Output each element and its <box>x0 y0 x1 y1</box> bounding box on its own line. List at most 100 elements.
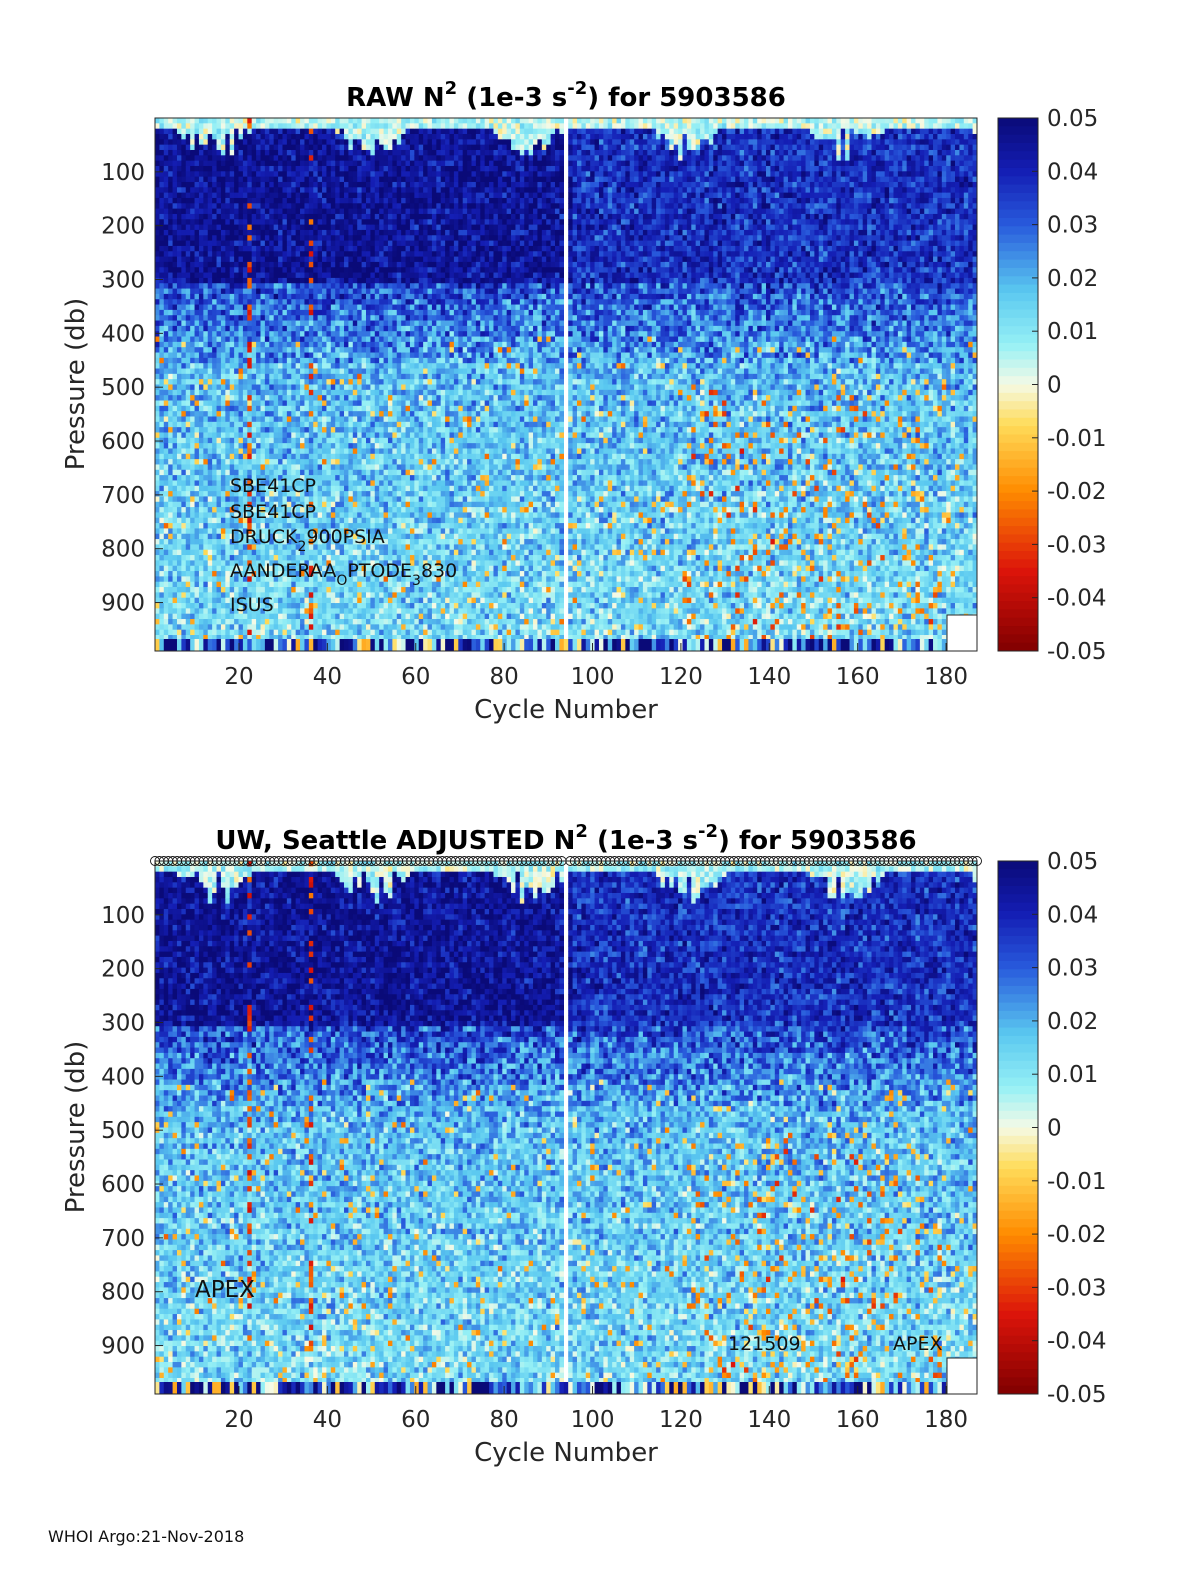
heatmap-cell <box>216 597 222 604</box>
heatmap-cell <box>163 331 169 337</box>
heatmap-cell <box>251 384 257 391</box>
heatmap-cell <box>256 320 261 327</box>
heatmap-cell <box>344 629 349 636</box>
heatmap-cell <box>295 437 301 444</box>
heatmap-cell <box>344 341 349 348</box>
heatmap-cell <box>194 528 200 535</box>
heatmap-cell <box>308 544 314 551</box>
heatmap-cell <box>159 272 165 279</box>
heatmap-cell <box>330 235 336 241</box>
heatmap-cell <box>238 427 244 433</box>
heatmap-cell <box>207 539 213 545</box>
heatmap-cell <box>361 560 367 567</box>
heatmap-cell <box>317 437 323 444</box>
heatmap-cell <box>357 277 362 284</box>
heatmap-cell <box>361 229 367 236</box>
heatmap-cell <box>352 501 358 508</box>
heatmap-cell <box>330 480 336 487</box>
heatmap-cell <box>155 245 160 252</box>
heatmap-cell <box>251 395 257 401</box>
heatmap-cell <box>172 229 178 236</box>
heatmap-cell <box>168 523 173 529</box>
heatmap-cell <box>304 576 310 583</box>
heatmap-cell <box>194 224 200 231</box>
heatmap-cell <box>317 315 323 321</box>
heatmap-cell <box>185 619 191 625</box>
heatmap-cell <box>194 448 200 455</box>
heatmap-cell <box>335 592 341 599</box>
heatmap-cell <box>322 624 327 631</box>
heatmap-cell <box>291 587 297 593</box>
heatmap-cell <box>273 331 279 337</box>
heatmap-cell <box>242 309 248 316</box>
heatmap-cell <box>225 347 231 353</box>
heatmap-cell <box>216 123 222 130</box>
heatmap-cell <box>370 400 376 407</box>
heatmap-cell <box>176 613 182 620</box>
heatmap-cell <box>238 464 244 471</box>
heatmap-cell <box>282 299 288 305</box>
heatmap-cell <box>190 560 195 567</box>
heatmap-cell <box>212 128 217 135</box>
heatmap-cell <box>330 283 336 289</box>
heatmap-cell <box>352 539 358 545</box>
heatmap-cell <box>291 549 297 556</box>
heatmap-cell <box>168 325 173 332</box>
heatmap-cell <box>339 336 345 343</box>
heatmap-cell <box>370 352 376 359</box>
heatmap-cell <box>313 512 319 519</box>
heatmap-cell <box>330 352 336 359</box>
heatmap-cell <box>238 363 244 369</box>
heatmap-cell <box>300 400 305 407</box>
heatmap-cell <box>229 491 235 497</box>
heatmap-cell <box>176 160 182 167</box>
heatmap-cell <box>238 491 244 497</box>
heatmap-cell <box>264 485 270 492</box>
heatmap-cell <box>286 352 292 359</box>
heatmap-cell <box>300 272 305 279</box>
heatmap-cell <box>304 624 310 631</box>
heatmap-cell <box>317 539 323 545</box>
heatmap-cell <box>273 165 279 172</box>
heatmap-cell <box>260 261 266 268</box>
heatmap-cell <box>322 619 327 625</box>
heatmap-cell <box>330 517 336 524</box>
heatmap-cell <box>260 139 266 146</box>
heatmap-cell <box>256 571 261 577</box>
heatmap-cell <box>326 261 332 268</box>
heatmap-cell <box>344 320 349 327</box>
heatmap-cell <box>352 533 358 540</box>
heatmap-cell <box>348 368 354 375</box>
heatmap-cell <box>203 416 209 423</box>
heatmap-cell <box>198 432 204 439</box>
heatmap-cell <box>278 528 283 535</box>
heatmap-cell <box>176 299 182 305</box>
heatmap-cell <box>361 405 367 412</box>
heatmap-cell <box>300 176 305 183</box>
heatmap-cell <box>326 363 332 369</box>
heatmap-cell <box>185 155 191 162</box>
heatmap-cell <box>282 363 288 369</box>
heatmap-cell <box>256 203 261 210</box>
heatmap-cell <box>365 635 371 641</box>
heatmap-cell <box>176 395 182 401</box>
heatmap-cell <box>256 315 261 321</box>
heatmap-cell <box>357 224 362 231</box>
heatmap-cell <box>282 576 288 583</box>
heatmap-cell <box>260 315 266 321</box>
heatmap-cell <box>220 453 226 460</box>
heatmap-cell <box>344 491 349 497</box>
heatmap-cell <box>194 437 200 444</box>
heatmap-cell <box>264 475 270 481</box>
heatmap-cell <box>335 118 341 124</box>
heatmap-cell <box>238 603 244 609</box>
heatmap-cell <box>300 325 305 332</box>
heatmap-cell <box>229 464 235 471</box>
heatmap-cell <box>176 443 182 449</box>
heatmap-cell <box>234 416 239 423</box>
heatmap-cell <box>163 491 169 497</box>
heatmap-cell <box>260 560 266 567</box>
heatmap-cell <box>181 491 187 497</box>
heatmap-cell <box>335 416 341 423</box>
heatmap-cell <box>317 368 323 375</box>
